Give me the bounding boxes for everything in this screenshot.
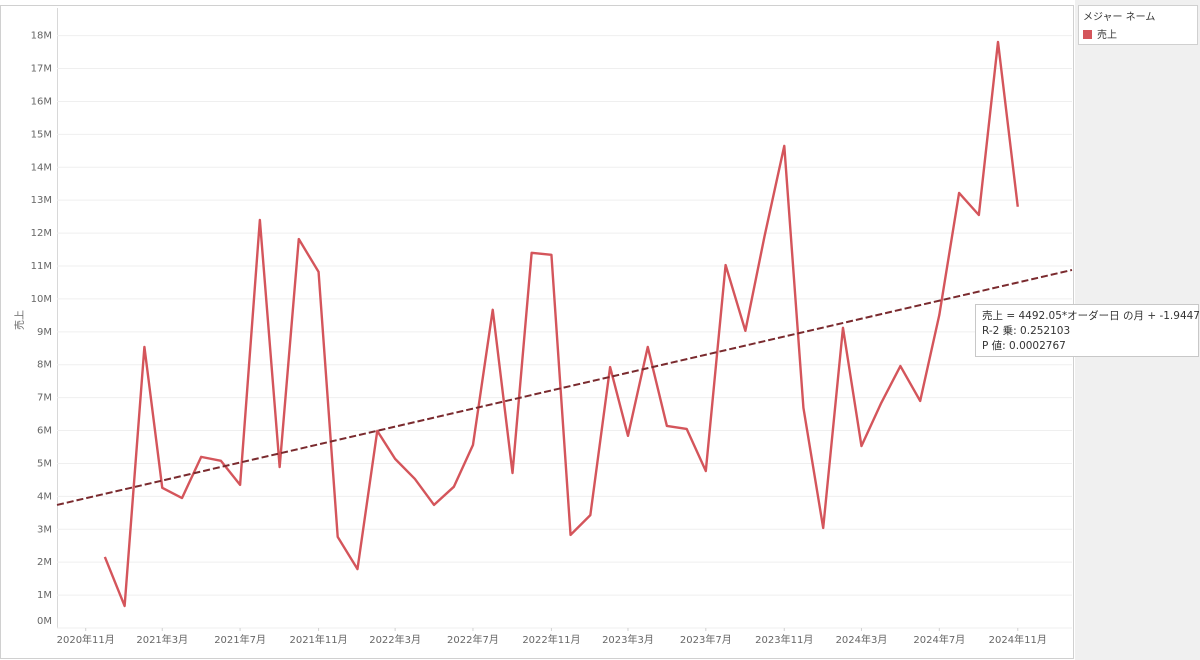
y-tick-label: 13M <box>31 195 52 206</box>
trend-tooltip <box>975 304 1199 357</box>
y-tick-label: 18M <box>31 31 52 42</box>
trend-p-value: P 値: 0.0002767 <box>982 339 1066 352</box>
x-tick-label: 2022年3月 <box>369 633 421 646</box>
x-tick-label: 2024年3月 <box>836 633 888 646</box>
trend-line <box>56 268 1073 506</box>
y-tick-label: 2M <box>37 557 52 568</box>
legend-box <box>1078 5 1198 45</box>
y-tick-label: 8M <box>37 360 52 371</box>
x-tick-label: 2020年11月 <box>57 633 115 646</box>
x-tick-label: 2024年11月 <box>989 633 1047 646</box>
x-tick-label: 2024年7月 <box>913 633 965 646</box>
y-tick-label: 12M <box>31 228 52 239</box>
y-tick-label: 3M <box>37 524 52 535</box>
y-tick-label: 11M <box>31 261 52 272</box>
x-tick-label: 2022年7月 <box>447 633 499 646</box>
y-tick-label: 7M <box>37 393 52 404</box>
y-tick-label: 10M <box>31 294 52 305</box>
y-tick-label: 4M <box>37 491 52 502</box>
y-tick-label: 5M <box>37 458 52 469</box>
x-tick-label: 2021年11月 <box>289 633 347 646</box>
y-axis-title: 売上 <box>13 310 26 330</box>
legend-title: メジャー ネーム <box>1083 11 1155 23</box>
y-tick-label: 1M <box>37 590 52 601</box>
x-tick-label: 2021年3月 <box>136 633 188 646</box>
x-tick-label: 2023年11月 <box>755 633 813 646</box>
y-tick-label: 17M <box>31 64 52 75</box>
y-tick-label: 6M <box>37 426 52 437</box>
y-tick-label: 0M <box>37 616 52 627</box>
y-tick-label: 14M <box>31 162 52 173</box>
y-tick-label: 9M <box>37 327 52 338</box>
legend-label: 売上 <box>1097 28 1117 41</box>
x-tick-label: 2022年11月 <box>522 633 580 646</box>
x-tick-label: 2021年7月 <box>214 633 266 646</box>
x-tick-label: 2023年3月 <box>602 633 654 646</box>
trend-equation: 売上 = 4492.05*オーダー日 の月 + -1.94473e+08 <box>982 309 1200 322</box>
y-tick-label: 16M <box>31 96 52 107</box>
y-tick-label: 15M <box>31 129 52 140</box>
x-tick-label: 2023年7月 <box>680 633 732 646</box>
legend-swatch <box>1083 30 1092 39</box>
trend-r-squared: R-2 乗: 0.252103 <box>982 325 1070 337</box>
sales-line <box>103 40 1019 608</box>
plot-area <box>56 35 1073 629</box>
